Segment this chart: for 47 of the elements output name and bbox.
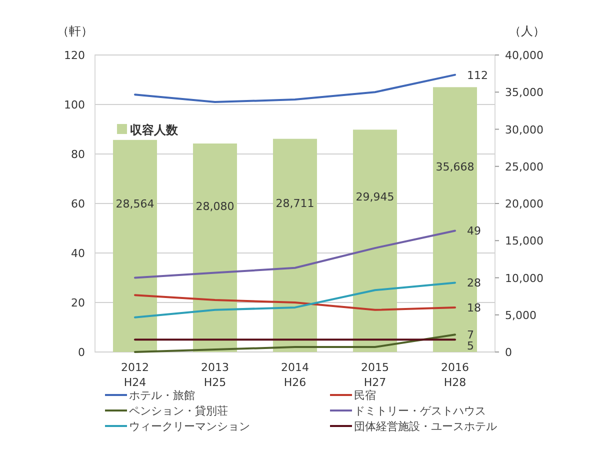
y-tick-label: 20 [71,296,85,310]
y-tick-label: 0 [78,346,85,359]
bar [273,138,317,352]
x-tick-label: 2014 H26 [281,361,309,389]
y2-tick-label: 5,000 [505,308,536,322]
legend-label: ドミトリー・ゲストハウス [354,404,486,418]
data-label: 28,080 [196,200,234,214]
data-label: 29,945 [356,190,394,204]
bar [113,140,157,352]
y-tick-label: 100 [64,98,85,112]
line-series [134,74,456,104]
y-tick-label: 120 [64,49,85,62]
y2-tick-label: 30,000 [505,123,544,136]
y2-axis-title: （人） [509,24,545,38]
y2-tick-label: 10,000 [505,272,544,285]
data-label: 112 [467,68,488,82]
y2-tick-label: 0 [505,346,512,359]
x-tick-label: 2016 H28 [441,361,469,389]
line-series [134,294,456,311]
data-label: 5 [467,340,474,353]
legend-label: 団体経営施設・ユースホテル [354,420,497,433]
data-label: 7 [467,328,474,342]
y2-tick-label: 25,000 [505,160,544,174]
legend-label: ペンション・貸別荘 [129,404,228,418]
legend-label: ウィークリーマンション [129,420,250,433]
data-label: 28,564 [116,198,154,211]
line-series [134,334,456,353]
x-tick-label: 2012 H24 [121,361,149,389]
y2-tick-label: 40,000 [505,49,544,62]
line-series [134,230,456,279]
legend-label: 民宿 [354,389,376,402]
x-tick-label: 2013 H25 [201,361,229,389]
y2-tick-label: 35,000 [505,86,544,100]
bar [353,130,397,352]
y-tick-label: 80 [71,148,85,161]
data-label: 35,668 [436,160,474,174]
legend-label: 収容人数 [130,123,179,137]
y2-tick-label: 15,000 [505,234,544,248]
y-axis-title: （軒） [57,24,93,38]
y-tick-label: 60 [71,198,85,210]
y-tick-label: 40 [71,247,85,260]
legend-label: ホテル・旅館 [129,389,195,402]
x-tick-label: 2015 H27 [361,361,389,389]
bar [193,144,237,352]
data-label: 28,711 [276,196,314,210]
y2-tick-label: 20,000 [505,198,544,210]
line-series [134,282,456,318]
